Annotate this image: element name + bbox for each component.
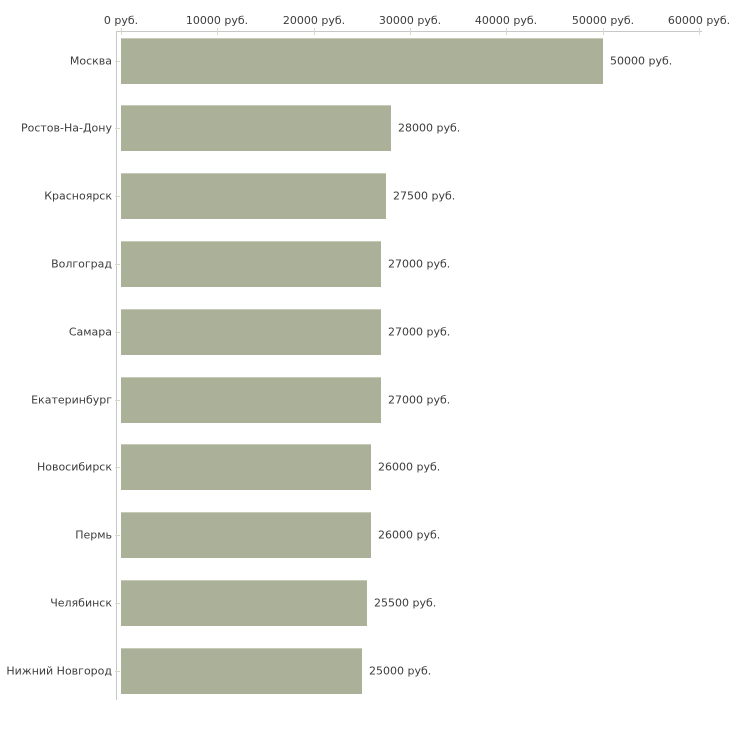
salary-bar [121, 309, 381, 355]
category-label: Ростов-На-Дону [20, 121, 112, 135]
y-axis-line [116, 31, 117, 700]
category-label: Волгоград [51, 257, 112, 271]
y-axis-tick [115, 196, 120, 197]
value-label: 27000 руб. [388, 257, 451, 271]
y-axis-tick [115, 264, 120, 265]
salary-bar [121, 444, 371, 490]
value-label: 50000 руб. [610, 54, 673, 67]
y-axis-tick [115, 467, 120, 468]
category-label: Новосибирск [36, 460, 112, 474]
y-axis-tick [115, 61, 120, 62]
category-label: Екатеринбург [31, 393, 112, 406]
category-label: Москва [69, 54, 112, 67]
salary-bar [121, 105, 391, 151]
value-label: 25500 руб. [374, 596, 437, 610]
x-axis-tick-label: 60000 руб. [667, 14, 730, 27]
category-label: Самара [68, 325, 112, 339]
salary-bar [121, 241, 381, 287]
x-axis-tick [217, 28, 218, 35]
category-label: Нижний Новгород [6, 664, 112, 678]
x-axis-line [116, 31, 702, 32]
value-label: 28000 руб. [398, 121, 461, 135]
salary-bar [121, 580, 367, 626]
category-label: Красноярск [44, 189, 112, 203]
salary-bar [121, 38, 603, 84]
salary-bar [121, 377, 381, 423]
y-axis-tick [115, 128, 120, 129]
salary-bar [121, 648, 362, 694]
value-label: 26000 руб. [378, 528, 441, 542]
y-axis-tick [115, 671, 120, 672]
category-label: Пермь [75, 528, 112, 542]
x-axis-tick-label: 20000 руб. [282, 14, 346, 27]
value-label: 27500 руб. [393, 189, 456, 203]
y-axis-tick [115, 400, 120, 401]
x-axis-tick [410, 28, 411, 35]
y-axis-tick [115, 603, 120, 604]
x-axis-tick-label: 30000 руб. [378, 14, 442, 27]
x-axis-tick [699, 28, 700, 35]
value-label: 27000 руб. [388, 325, 451, 339]
x-axis-tick-label: 10000 руб. [185, 14, 249, 27]
x-axis-tick-label: 0 руб. [103, 14, 139, 27]
x-axis-tick [314, 28, 315, 35]
x-axis-tick [603, 28, 604, 35]
y-axis-tick [115, 535, 120, 536]
x-axis-tick-label: 40000 руб. [474, 14, 538, 27]
value-label: 25000 руб. [369, 664, 432, 678]
category-label: Челябинск [50, 596, 112, 610]
value-label: 27000 руб. [388, 393, 451, 406]
salary-bar [121, 173, 386, 219]
y-axis-tick [115, 332, 120, 333]
value-label: 26000 руб. [378, 460, 441, 474]
salary-bar [121, 512, 371, 558]
x-axis-tick [506, 28, 507, 35]
x-axis-tick [121, 28, 122, 35]
x-axis-tick-label: 50000 руб. [571, 14, 635, 27]
